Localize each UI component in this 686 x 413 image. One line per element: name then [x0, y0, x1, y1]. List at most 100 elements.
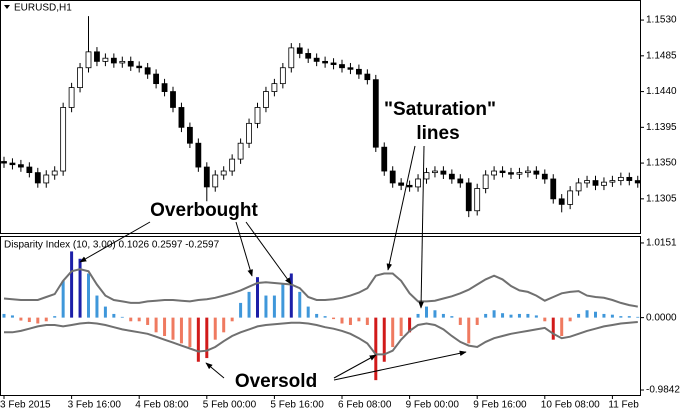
histogram-bar	[492, 310, 496, 318]
candle-body	[423, 172, 430, 180]
histogram-bar	[568, 317, 572, 322]
histogram-bar	[213, 317, 217, 340]
histogram-bar	[517, 313, 521, 318]
histogram-bar	[87, 273, 90, 318]
histogram-bar	[577, 313, 581, 318]
histogram-bar	[619, 316, 623, 318]
x-tick-label: 5 Feb 00:00	[203, 400, 257, 411]
y-tick-label: 1.0151	[646, 238, 677, 249]
candle-body	[246, 122, 252, 144]
candle-body	[220, 170, 227, 176]
candle-body	[26, 166, 33, 174]
candle-body	[533, 170, 540, 175]
annotation: Oversold	[235, 371, 317, 392]
histogram-bar	[560, 317, 564, 337]
candle-body	[372, 79, 379, 148]
candle-body	[541, 173, 548, 180]
candle-body	[94, 51, 100, 62]
histogram-bar	[636, 316, 640, 318]
candle-body	[161, 83, 168, 92]
histogram-bar	[256, 277, 259, 318]
histogram-bar	[239, 302, 243, 318]
histogram-bar	[129, 317, 133, 322]
histogram-bar	[441, 313, 445, 318]
candle-body	[1, 161, 7, 164]
arrow	[333, 354, 377, 379]
histogram-bar	[433, 310, 437, 318]
candle-body	[432, 170, 438, 174]
band-line	[4, 321, 638, 356]
histogram-bar	[526, 313, 530, 318]
histogram-bar	[610, 314, 614, 318]
candle-body	[575, 182, 582, 192]
candle-body	[634, 180, 641, 184]
candle-body	[508, 172, 514, 175]
candle-body	[550, 178, 557, 200]
histogram-bar	[196, 317, 200, 362]
candle-body	[305, 53, 312, 59]
candle-body	[609, 180, 616, 183]
histogram-bar	[391, 317, 395, 348]
candle-body	[296, 47, 303, 54]
histogram-bar	[264, 295, 268, 318]
histogram-bar	[315, 313, 319, 318]
candle-body	[330, 62, 337, 65]
histogram-bar	[298, 291, 302, 318]
histogram-bar	[594, 311, 597, 318]
histogram-bar	[450, 316, 454, 318]
histogram-bar	[382, 317, 386, 362]
histogram-bar	[163, 317, 167, 337]
y-tick-label: 1.1440	[646, 86, 677, 97]
histogram-bar	[154, 317, 158, 333]
arrow	[79, 221, 151, 263]
histogram-bar	[53, 316, 57, 318]
y-tick-label: 1.1395	[646, 122, 677, 133]
candle-body	[51, 170, 58, 176]
histogram-bar	[36, 317, 40, 324]
candle-body	[499, 170, 506, 174]
candle-body	[364, 73, 371, 81]
x-tick-label: 10 Feb 08:00	[541, 400, 600, 411]
histogram-bar	[19, 317, 23, 321]
histogram-bar	[627, 316, 631, 318]
symbol-title: EURUSD,H1	[14, 3, 72, 14]
candle-body	[102, 57, 109, 62]
histogram-bar	[272, 295, 276, 318]
histogram-bar	[146, 317, 150, 325]
candle-body	[212, 174, 219, 188]
annotation: "Saturation"	[384, 99, 496, 120]
candle-body	[170, 91, 176, 108]
candle-body	[558, 198, 565, 205]
candle-body	[567, 190, 574, 205]
arrow	[386, 145, 416, 271]
y-tick-label: 1.1485	[646, 50, 677, 61]
candle-body	[440, 170, 447, 175]
histogram-bar	[188, 317, 192, 348]
histogram-bar	[602, 313, 606, 318]
candle-body	[9, 162, 16, 166]
histogram-bar	[70, 251, 74, 318]
price-panel-frame	[0, 0, 641, 234]
histogram-bar	[179, 317, 183, 344]
histogram-bar	[247, 291, 251, 318]
candle-body	[136, 65, 143, 69]
x-tick-label: 3 Feb 2015	[0, 400, 51, 411]
candle-body	[237, 142, 244, 160]
y-tick-label: 1.1350	[646, 158, 677, 169]
candle-body	[153, 73, 160, 85]
histogram-bar	[416, 313, 420, 318]
candle-body	[398, 182, 405, 186]
candle-body	[482, 174, 489, 189]
candle-body	[617, 176, 624, 181]
histogram-bar	[205, 317, 209, 359]
histogram-bar	[323, 316, 327, 318]
candle-body	[195, 142, 202, 168]
x-tick-label: 5 Feb 16:00	[270, 400, 324, 411]
candle-body	[119, 60, 126, 64]
candle-body	[288, 47, 295, 69]
candle-body	[110, 57, 117, 64]
x-tick-label: 11 Feb	[608, 400, 639, 411]
y-tick-label: 1.1305	[646, 193, 677, 204]
histogram-bar	[230, 317, 234, 322]
